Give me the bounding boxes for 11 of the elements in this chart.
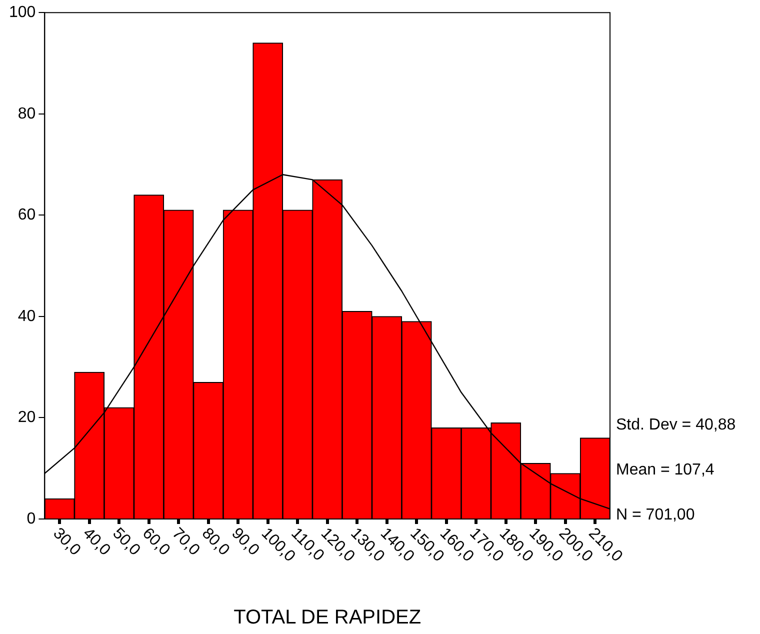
y-tick-label: 100 <box>8 4 36 22</box>
text: Mean = 107,4 <box>616 461 714 478</box>
y-tick-label: 80 <box>18 105 36 122</box>
y-tick-label: 40 <box>18 308 36 325</box>
text: N = 701,00 <box>616 506 695 524</box>
y-tick-label: 20 <box>18 409 36 426</box>
text: Std. Dev = 40,88 <box>616 416 736 434</box>
x-tick-label: 60,0 <box>138 524 173 560</box>
y-tick-label: 60 <box>18 206 36 224</box>
x-axis-title: TOTAL DE RAPIDEZ <box>234 606 422 629</box>
y-tick-label: 0 <box>26 510 36 528</box>
